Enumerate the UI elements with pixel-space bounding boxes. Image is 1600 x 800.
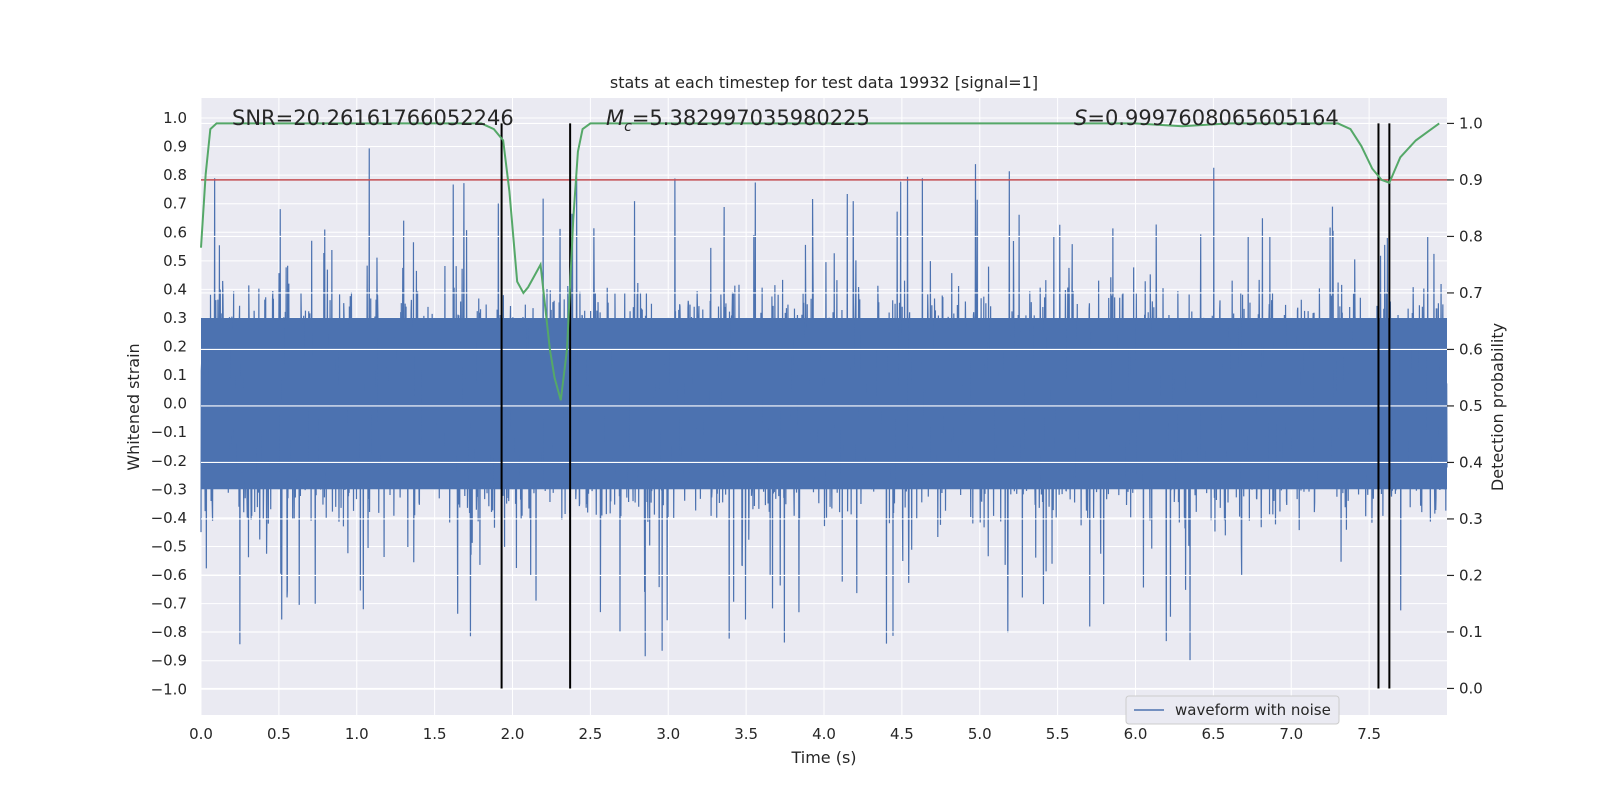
y-tick-label: 0.8 (163, 166, 187, 184)
y2-tick-label: 0.6 (1459, 340, 1483, 358)
chart-title: stats at each timestep for test data 199… (610, 73, 1038, 92)
y-tick-label: −0.9 (151, 652, 187, 670)
x-tick-label: 7.0 (1279, 725, 1303, 743)
x-tick-label: 0.0 (189, 725, 213, 743)
score-symbol: S (1074, 106, 1087, 130)
y2-tick-label: 1.0 (1459, 114, 1483, 132)
waveform-series (200, 148, 1448, 661)
score-value: =0.9997608065605164 (1087, 106, 1338, 130)
y-tick-label: 0.6 (163, 223, 187, 241)
y2-tick-label: 0.1 (1459, 623, 1483, 641)
legend-box (1125, 695, 1340, 725)
chirp-mass-annotation: Mc=5.382997035980225 (606, 106, 870, 135)
marker-lines (500, 123, 1391, 689)
x-tick-label: 7.5 (1357, 725, 1381, 743)
waveform-line (200, 148, 1448, 661)
chirp-mass-symbol: M (606, 106, 624, 130)
y-tick-label: −1.0 (151, 680, 187, 698)
y-tick-label: 0.1 (163, 366, 187, 384)
y2-ticks: 1.0 0.9 0.8 0.7 0.6 0.5 0.4 0.3 0.2 0.1 0.0 (1447, 114, 1483, 697)
y-tick-label: −0.2 (151, 452, 187, 470)
y-tick-label: 0.2 (163, 338, 187, 356)
y-tick-label: 0.9 (163, 138, 187, 156)
y-tick-label: −0.7 (151, 595, 187, 613)
x-tick-label: 5.0 (968, 725, 992, 743)
y-tick-label: −0.3 (151, 480, 187, 498)
y2-tick-label: 0.8 (1459, 227, 1483, 245)
x-tick-label: 4.5 (890, 725, 914, 743)
x-tick-label: 3.5 (734, 725, 758, 743)
snr-annotation: SNR=20.26161766052246 (232, 106, 514, 130)
x-axis-label: Time (s) (790, 748, 856, 767)
probability-line (200, 122, 1440, 401)
x-ticks: 0.0 0.5 1.0 1.5 2.0 2.5 3.0 3.5 4.0 4.5 5.0 5.5 6.0 6… (189, 725, 1381, 743)
x-tick-label: 0.5 (267, 725, 291, 743)
y2-tick-label: 0.7 (1459, 284, 1483, 302)
y-tick-label: −0.5 (151, 537, 187, 555)
y2-tick-label: 0.0 (1459, 679, 1483, 697)
y2-axis-label: Detection probability (1488, 323, 1507, 491)
score-annotation: S=0.9997608065605164 (1074, 106, 1339, 130)
legend-label: waveform with noise (1175, 701, 1331, 719)
probability-series (200, 122, 1440, 401)
y-tick-label: −0.1 (151, 423, 187, 441)
y-tick-label: 0.0 (163, 395, 187, 413)
y2-tick-label: 0.3 (1459, 510, 1483, 528)
x-tick-label: 1.5 (423, 725, 447, 743)
y-tick-label: 0.4 (163, 280, 187, 298)
x-tick-label: 6.0 (1124, 725, 1148, 743)
y-ticks: 1.0 0.9 0.8 0.7 0.6 0.5 0.4 0.3 0.2 0.1 0.0 −0.1 −0.… (151, 109, 187, 698)
x-tick-label: 6.5 (1201, 725, 1225, 743)
y-tick-label: 0.5 (163, 252, 187, 270)
y-tick-label: 0.7 (163, 195, 187, 213)
x-tick-label: 1.0 (345, 725, 369, 743)
y-tick-label: −0.6 (151, 566, 187, 584)
y2-tick-label: 0.4 (1459, 453, 1483, 471)
y2-tick-label: 0.5 (1459, 397, 1483, 415)
y2-tick-label: 0.9 (1459, 171, 1483, 189)
y-tick-label: 0.3 (163, 309, 187, 327)
chirp-mass-subscript: c (624, 119, 632, 135)
y-axis-label: Whitened strain (124, 343, 143, 470)
y2-tick-label: 0.2 (1459, 566, 1483, 584)
legend: waveform with noise (1125, 695, 1340, 725)
x-tick-label: 3.0 (656, 725, 680, 743)
x-tick-label: 5.5 (1046, 725, 1070, 743)
x-tick-label: 2.5 (578, 725, 602, 743)
x-tick-label: 2.0 (501, 725, 525, 743)
y-tick-label: 1.0 (163, 109, 187, 127)
x-tick-label: 4.0 (812, 725, 836, 743)
y-tick-label: −0.4 (151, 509, 187, 527)
chirp-mass-value: =5.382997035980225 (632, 106, 870, 130)
y-tick-label: −0.8 (151, 623, 187, 641)
